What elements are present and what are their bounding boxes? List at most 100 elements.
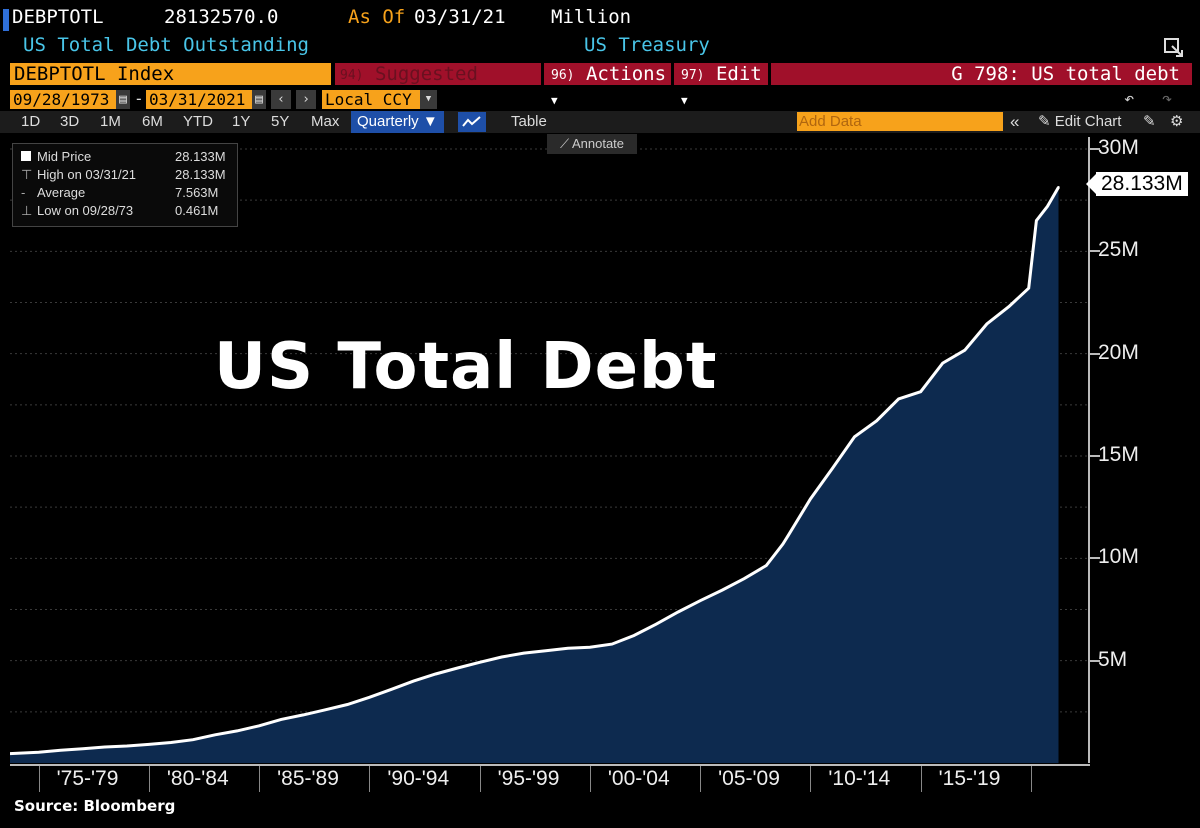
description: US Total Debt Outstanding — [23, 34, 309, 56]
line-chart-type-icon[interactable] — [458, 112, 486, 132]
next-period-icon[interactable]: › — [296, 90, 316, 109]
x-tick-separator — [1030, 766, 1032, 792]
actions-num: 96) — [551, 68, 575, 83]
add-data-input[interactable]: Add Data — [797, 112, 1003, 131]
undo-icon[interactable]: ↶ — [1124, 89, 1135, 109]
data-point — [125, 744, 129, 748]
start-date-field[interactable]: 09/28/1973 — [10, 90, 116, 109]
data-point — [434, 672, 437, 676]
currency-select[interactable]: Local CCY — [322, 90, 420, 109]
x-tick-label: '00-'04 — [607, 767, 670, 790]
legend-label: High on 03/31/21 — [37, 167, 137, 182]
x-tick-label: '05-'09 — [718, 767, 780, 790]
data-point — [81, 747, 84, 750]
frequency-select[interactable]: Quarterly ▼ — [351, 111, 444, 133]
edit-menu[interactable]: 97) Edit ▼ — [674, 63, 768, 107]
period-1m[interactable]: 1M — [100, 113, 121, 130]
x-tick-label: '80-'84 — [166, 767, 229, 790]
data-point — [346, 703, 349, 706]
data-point — [831, 467, 834, 470]
collapse-icon[interactable]: « — [1010, 112, 1020, 131]
ticker[interactable]: DEBPTOTL — [12, 6, 104, 28]
legend-value: 28.133M — [175, 167, 226, 182]
source-caption: Source: Bloomberg — [14, 797, 176, 815]
x-tick-label: '15-'19 — [938, 767, 1001, 790]
data-point — [1035, 219, 1038, 222]
area-fill — [10, 187, 1059, 763]
legend-row-low: ⊥ Low on 09/28/73 — [21, 202, 133, 219]
period-3d[interactable]: 3D — [60, 113, 80, 130]
low-marker-icon: ⊥ — [21, 203, 33, 218]
period-6m[interactable]: 6M — [142, 113, 163, 130]
period-ytd[interactable]: YTD — [183, 113, 213, 130]
data-point — [1027, 286, 1030, 290]
data-point — [1007, 305, 1011, 308]
actions-label: Actions — [585, 63, 667, 85]
period-toolbar: 1D 3D 1M 6M YTD 1Y 5Y Max Quarterly ▼ Ta… — [0, 111, 1200, 133]
period-5y[interactable]: 5Y — [271, 113, 290, 130]
data-point — [809, 497, 812, 501]
period-1d[interactable]: 1D — [21, 113, 41, 130]
data-point — [566, 646, 570, 650]
period-max[interactable]: Max — [311, 113, 340, 130]
data-points — [10, 186, 1060, 755]
y-tick-label: 25M — [1098, 238, 1139, 262]
period-1y[interactable]: 1Y — [232, 113, 251, 130]
data-point — [632, 634, 636, 637]
table-button[interactable]: Table — [511, 113, 547, 130]
x-tick-separator — [259, 766, 261, 792]
security-field[interactable]: DEBPTOTL Index — [10, 63, 331, 85]
data-point — [919, 390, 922, 393]
frequency-caret-icon: ▼ — [422, 113, 438, 130]
end-date-field[interactable]: 03/31/2021 — [146, 90, 252, 109]
data-point — [103, 745, 107, 749]
settings-icon[interactable]: ⚙ — [1170, 113, 1184, 130]
security-header: DEBPTOTL 28132570.0 As Of 03/31/21 Milli… — [0, 6, 1200, 32]
suggested-charts-button[interactable]: 94) Suggested Charts — [335, 63, 541, 109]
x-tick-separator — [589, 766, 591, 792]
redo-icon[interactable]: ↷ — [1162, 89, 1173, 109]
x-tick-separator — [810, 766, 812, 792]
data-point — [412, 679, 415, 683]
legend-value: 28.133M — [175, 149, 226, 164]
data-point — [544, 649, 548, 653]
end-calendar-icon[interactable]: ▤ — [252, 90, 266, 109]
data-point — [963, 348, 966, 352]
function-title: G 798: US total debt — [771, 63, 1192, 85]
edit-icon[interactable]: ✎ — [1143, 113, 1156, 130]
legend-panel[interactable]: Mid Price 28.133M ⊤ High on 03/31/21 28.1… — [12, 143, 238, 227]
popout-icon[interactable] — [1163, 36, 1185, 57]
suggested-charts-num: 94) — [340, 68, 364, 83]
x-tick-label: '10-'14 — [828, 767, 891, 790]
x-tick-label: '75-'79 — [56, 767, 119, 790]
y-tick-mark — [1090, 352, 1100, 355]
y-tick-label: 30M — [1098, 136, 1139, 159]
start-calendar-icon[interactable]: ▤ — [116, 90, 130, 109]
annotate-button[interactable]: ⟋ Annotate — [547, 134, 637, 154]
x-tick-label: '85-'89 — [277, 767, 339, 790]
prev-period-icon[interactable]: ‹ — [271, 90, 291, 109]
data-point — [390, 688, 393, 691]
edit-chart-button[interactable]: ✎ Edit Chart — [1038, 113, 1122, 130]
legend-label: Low on 09/28/73 — [37, 203, 134, 218]
data-point — [500, 655, 503, 659]
annotate-label: Annotate — [571, 136, 625, 151]
x-tick-separator — [479, 766, 481, 792]
y-tick-mark — [1090, 250, 1100, 253]
y-tick-mark — [1090, 455, 1100, 457]
debt-area-chart[interactable] — [10, 137, 1088, 763]
x-tick-label: '90-'94 — [387, 767, 450, 790]
y-tick-mark — [1090, 659, 1100, 662]
last-value-flag: 28.133M — [1086, 172, 1188, 196]
last-value: 28132570.0 — [164, 6, 279, 28]
source-name: US Treasury — [584, 34, 710, 56]
actions-menu[interactable]: 96) Actions ▼ — [544, 63, 671, 107]
data-point — [787, 534, 790, 537]
y-tick-mark — [1090, 557, 1100, 560]
currency-caret-icon[interactable]: ▼ — [420, 90, 437, 109]
data-point — [985, 322, 989, 326]
y-tick-label: 15M — [1098, 443, 1139, 466]
x-axis — [10, 764, 1090, 766]
data-point — [59, 749, 62, 752]
mid-price-swatch-icon — [21, 151, 31, 161]
